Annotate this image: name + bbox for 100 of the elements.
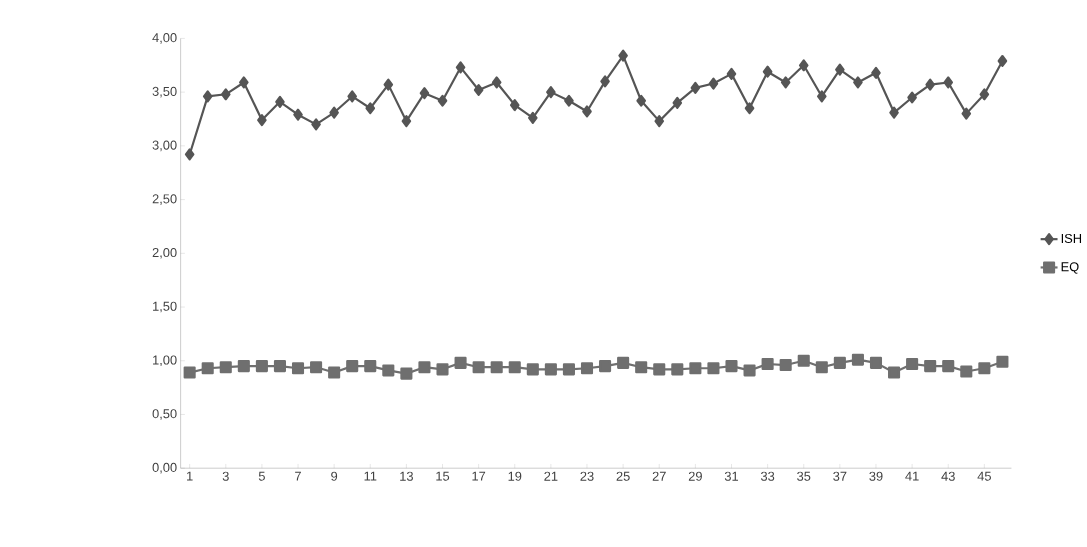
point [184,148,195,161]
point [364,360,377,373]
point [635,361,648,374]
point [508,361,521,374]
point [653,363,666,376]
point [202,90,213,103]
x-tick-label: 21 [544,471,558,481]
point [817,90,827,103]
point [311,118,321,131]
point [436,363,449,376]
point [401,115,412,128]
point [672,97,683,110]
x-tick-label: 27 [652,471,666,481]
point [835,63,845,76]
point [690,81,701,95]
point [257,114,267,127]
point [708,77,719,90]
point [582,105,592,118]
point [726,68,737,81]
legend-label: ISH [1061,234,1082,244]
point [509,99,520,112]
point [220,88,231,101]
point [239,76,249,89]
point [365,102,376,115]
point [798,59,809,72]
point [979,88,990,101]
y-tick-label: 3,00 [152,140,177,152]
point [472,361,485,374]
point [707,362,720,375]
point [328,366,341,379]
x-tick-label: 37 [833,471,847,481]
point [526,363,539,376]
point [671,363,684,376]
y-tick-label: 0,00 [152,463,177,474]
point [906,358,919,371]
x-tick-label: 15 [436,471,450,481]
point [455,61,466,74]
point [925,78,935,91]
point [454,357,467,370]
x-tick-label: 3 [222,471,229,481]
point [871,66,881,80]
x-tick-label: 1 [187,471,193,481]
point [219,361,232,374]
point [273,360,286,373]
point [960,365,973,378]
x-tick-label: 7 [295,471,301,481]
point [654,115,665,128]
point [779,359,792,372]
point [291,362,305,375]
point [744,102,755,115]
x-tick-label: 31 [724,471,739,481]
y-tick-label: 4,00 [152,33,177,44]
point [869,357,883,370]
point [275,95,285,109]
x-tick-label: 19 [508,471,522,481]
point [544,363,557,376]
point [997,55,1008,68]
point [618,49,628,62]
x-tick-label: 25 [616,471,630,481]
point [546,86,556,99]
y-tick-label: 1,00 [153,355,177,367]
point [562,363,575,376]
x-tick-label: 5 [258,471,265,481]
point [780,76,791,89]
point [833,357,846,370]
point [761,358,774,371]
point [400,367,413,380]
legend-label: EQ [1061,262,1079,274]
point [237,360,250,373]
point [383,78,394,91]
point [346,360,359,373]
point [419,87,430,100]
point [924,360,937,373]
point [437,94,448,107]
x-tick-label: 13 [400,471,413,481]
point [996,355,1009,369]
point [490,361,503,374]
x-tick-label: 11 [364,471,377,481]
point [564,94,574,107]
point [853,76,863,89]
x-tick-label: 45 [977,471,991,481]
point [978,362,991,375]
x-tick-label: 9 [331,471,338,481]
point [528,112,538,125]
x-tick-label: 23 [580,471,594,481]
point [255,360,268,373]
point [942,360,955,373]
point [201,362,214,375]
point [347,90,358,103]
x-tick-label: 39 [869,471,883,481]
x-tick-label: 43 [941,471,955,481]
point [907,91,917,104]
point [183,366,196,379]
point [293,108,303,121]
point [418,361,431,374]
point [743,364,756,377]
x-tick-label: 33 [760,471,775,481]
point [943,76,954,89]
point [689,362,702,375]
point [491,76,502,89]
